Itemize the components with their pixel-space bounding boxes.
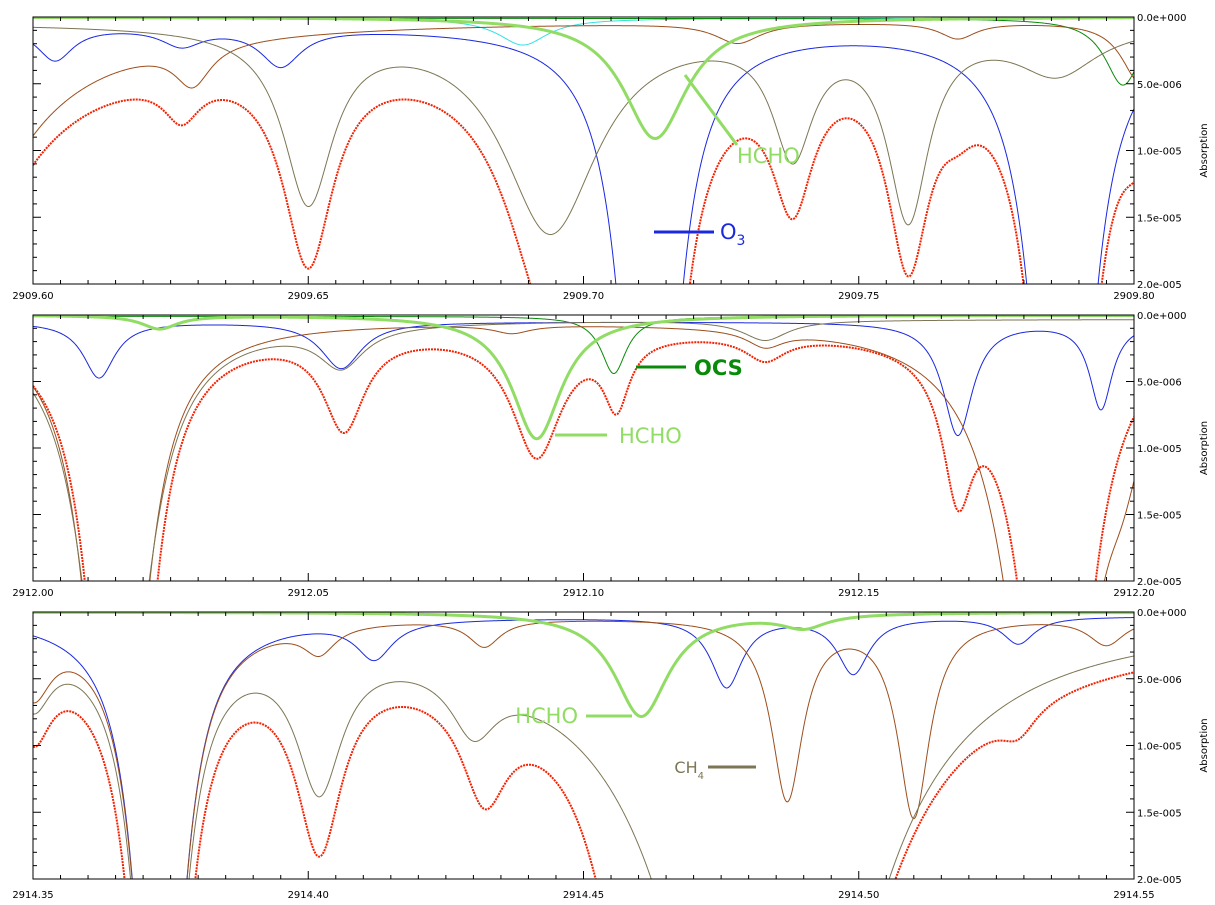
- annotation-subscript: 4: [698, 771, 704, 782]
- annotation-label: O3: [720, 220, 745, 249]
- y-tick-label: 1.0e-005: [1137, 444, 1182, 455]
- x-tick-label: 2914.45: [563, 890, 604, 901]
- y-tick-label: 5.0e-006: [1137, 675, 1182, 686]
- x-tick-label: 2909.80: [1113, 291, 1154, 302]
- annotation-label: HCHO: [619, 424, 682, 448]
- series-hcho-line: [33, 315, 1134, 441]
- annotation-label: CH4: [674, 758, 704, 782]
- y-tick-label: 0.0e+000: [1137, 311, 1187, 322]
- y-tick-label: 2.0e-005: [1137, 577, 1182, 588]
- annotation-hcho: HCHO: [683, 74, 800, 168]
- x-tick-label: 2912.05: [288, 588, 329, 599]
- y-tick-label: 1.5e-005: [1137, 213, 1182, 224]
- y-tick-label: 0.0e+000: [1137, 13, 1187, 24]
- annotation-text: HCHO: [737, 144, 800, 168]
- plot-area: [33, 612, 1134, 879]
- series-h2o-line: [33, 23, 1134, 137]
- x-tick-label: 2914.50: [838, 890, 879, 901]
- y-axis-title: Absorption: [1199, 123, 1210, 177]
- annotation-text: HCHO: [619, 424, 682, 448]
- y-axis-title: Absorption: [1199, 421, 1210, 475]
- annotation-text: CH: [674, 758, 697, 777]
- annotation-hcho: HCHO: [515, 704, 632, 728]
- x-tick-label: 2912.15: [838, 588, 879, 599]
- y-tick-label: 2.0e-005: [1137, 280, 1182, 291]
- annotation-label: OCS: [694, 356, 743, 380]
- y-axis-title: Absorption: [1199, 718, 1210, 772]
- x-tick-label: 2912.10: [563, 588, 604, 599]
- annotation-text: OCS: [694, 356, 743, 380]
- series-h2o-line: [33, 326, 1134, 581]
- series-obs-line: [33, 341, 1134, 581]
- y-tick-label: 1.5e-005: [1137, 511, 1182, 522]
- spectrum-panel-1: 2909.60 2909.65 2909.70 2909.75 2909.80 0.0e+…: [12, 13, 1210, 302]
- x-tick-label: 2912.20: [1113, 588, 1154, 599]
- y-tick-label: 1.0e-005: [1137, 742, 1182, 753]
- annotation-o3: O3: [654, 220, 745, 249]
- y-tick-label: 5.0e-006: [1137, 378, 1182, 389]
- annotation-hcho: HCHO: [555, 424, 682, 448]
- y-tick-label: 2.0e-005: [1137, 875, 1182, 886]
- x-tick-label: 2909.75: [838, 291, 879, 302]
- y-tick-label: 5.0e-006: [1137, 80, 1182, 91]
- x-tick-label: 2914.55: [1113, 890, 1154, 901]
- plot-area: [33, 17, 1134, 284]
- series-obs-line: [33, 671, 1134, 879]
- x-tick-label: 2909.60: [12, 291, 53, 302]
- y-tick-label: 1.5e-005: [1137, 808, 1182, 819]
- series-hcho-line: [33, 612, 1134, 718]
- y-tick-label: 1.0e-005: [1137, 147, 1182, 158]
- series-hcho-line: [33, 17, 1134, 140]
- series-ch4-line: [33, 26, 1134, 235]
- annotation-text: HCHO: [515, 704, 578, 728]
- series-h2o-line: [33, 620, 1134, 879]
- x-tick-label: 2914.40: [288, 890, 329, 901]
- spectrum-panel-3: 2914.35 2914.40 2914.45 2914.50 2914.55 0.0e+…: [12, 608, 1210, 901]
- x-tick-label: 2909.70: [563, 291, 604, 302]
- annotation-text: O: [720, 220, 737, 244]
- x-tick-label: 2914.35: [12, 890, 53, 901]
- y-tick-label: 0.0e+000: [1137, 608, 1187, 619]
- x-tick-label: 2912.00: [12, 588, 53, 599]
- annotation-label: HCHO: [737, 144, 800, 168]
- panels: 2909.60 2909.65 2909.70 2909.75 2909.80 0.0e+…: [12, 13, 1210, 901]
- annotation-subscript: 3: [737, 233, 746, 249]
- spectrum-panel-2: 2912.00 2912.05 2912.10 2912.15 2912.20 0.0e+…: [12, 311, 1210, 599]
- series-o3-line: [33, 33, 1134, 284]
- annotation-leader-line: [683, 74, 739, 146]
- series-ch4-line: [33, 655, 1134, 879]
- annotation-ocs: OCS: [636, 356, 743, 380]
- annotation-label: HCHO: [515, 704, 578, 728]
- annotation-ch4: CH4: [674, 758, 756, 782]
- x-tick-label: 2909.65: [288, 291, 329, 302]
